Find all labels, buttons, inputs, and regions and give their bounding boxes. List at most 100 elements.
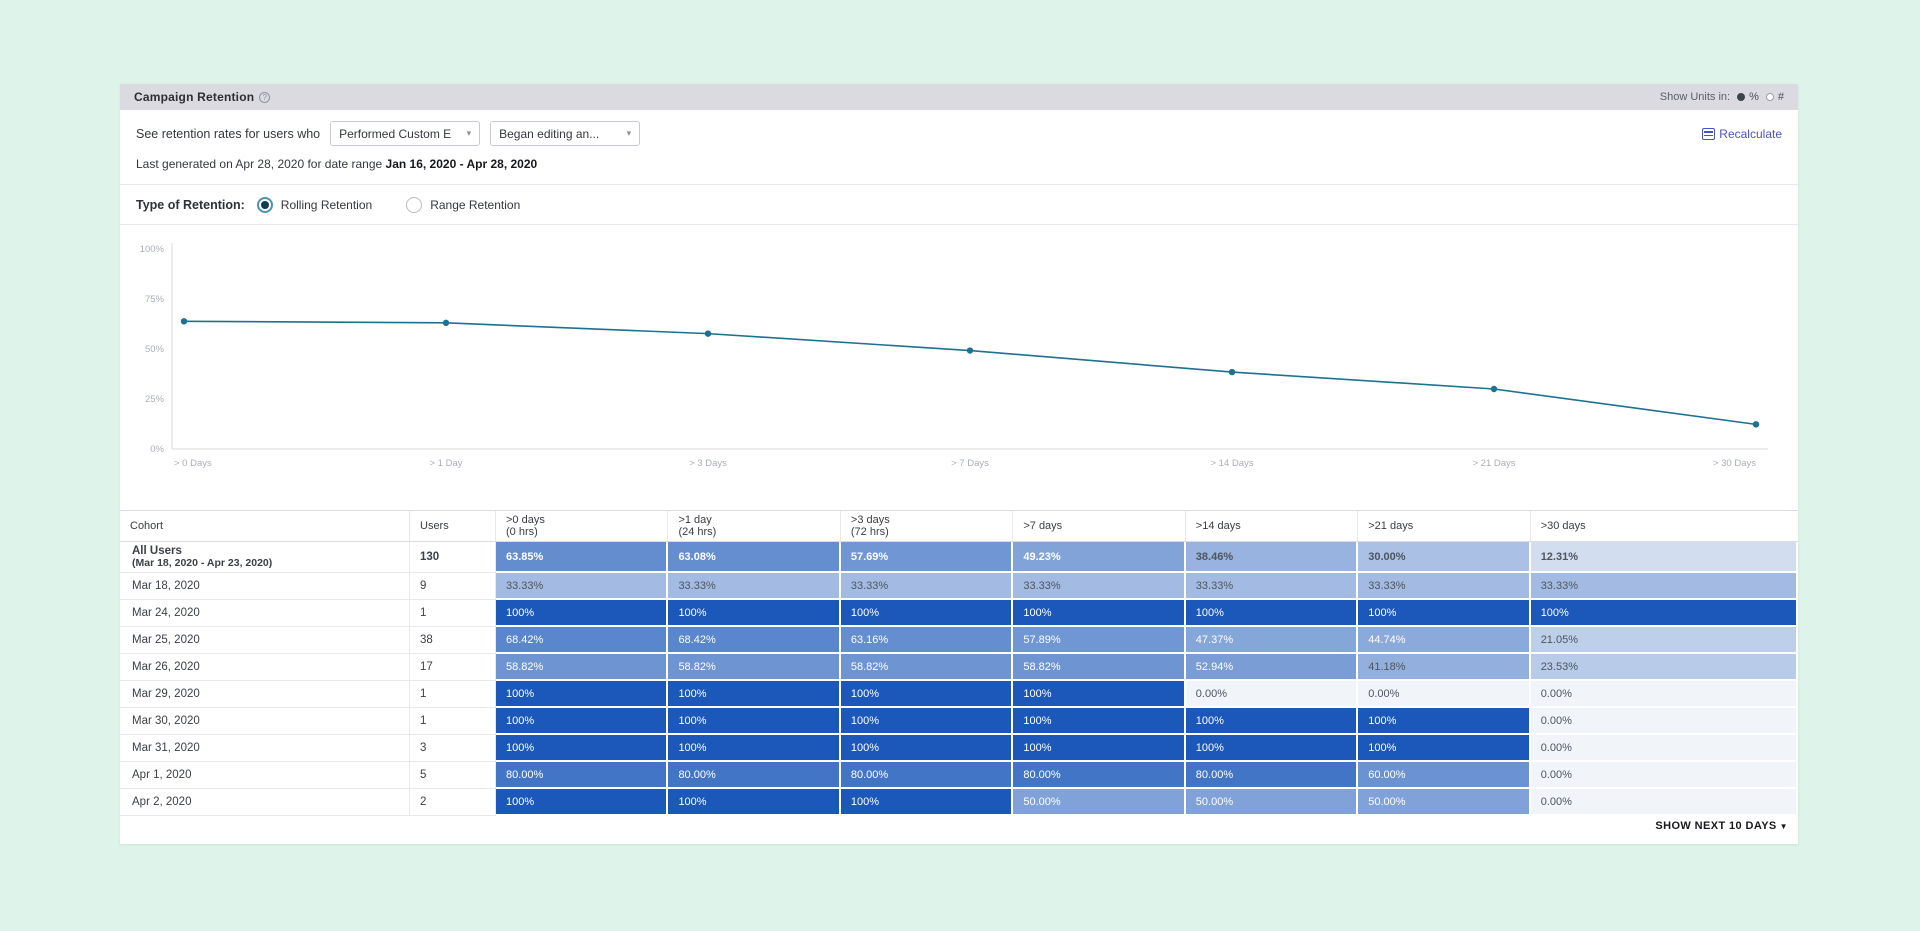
- y-axis-tick-label: 75%: [145, 294, 165, 305]
- users-cell: 38: [410, 627, 496, 654]
- retention-value-cell: 44.74%: [1358, 627, 1530, 654]
- event-detail-dropdown-value: Began editing an...: [499, 127, 599, 141]
- panel-title: Campaign Retention: [134, 90, 254, 104]
- x-axis-tick-label: > 7 Days: [951, 458, 989, 469]
- cohort-cell: Mar 29, 2020: [120, 681, 410, 708]
- retention-value-cell: 100%: [496, 708, 668, 735]
- retention-value-cell: 52.94%: [1186, 654, 1358, 681]
- retention-value-cell: 0.00%: [1531, 708, 1798, 735]
- retention-value-cell: 68.42%: [496, 627, 668, 654]
- unit-option-percent[interactable]: %: [1737, 91, 1759, 103]
- retention-value-cell: 21.05%: [1531, 627, 1798, 654]
- recalculate-label: Recalculate: [1719, 127, 1782, 141]
- data-point[interactable]: [181, 318, 187, 324]
- retention-value-cell: 100%: [668, 708, 840, 735]
- users-cell: 5: [410, 762, 496, 789]
- table-row: Apr 1, 2020580.00%80.00%80.00%80.00%80.0…: [120, 762, 1798, 789]
- retention-value-cell: 100%: [668, 735, 840, 762]
- show-next-label: SHOW NEXT 10 DAYS: [1655, 820, 1776, 832]
- retention-value-cell: 100%: [1013, 735, 1185, 762]
- x-axis-tick-label: > 30 Days: [1713, 458, 1756, 469]
- retention-value-cell: 100%: [668, 600, 840, 627]
- info-icon[interactable]: ?: [259, 92, 270, 103]
- retention-value-cell: 100%: [1186, 708, 1358, 735]
- event-detail-dropdown[interactable]: Began editing an... ▾: [490, 121, 640, 146]
- x-axis-tick-label: > 1 Day: [429, 458, 462, 469]
- retention-value-cell: 63.08%: [668, 542, 840, 573]
- unit-option-number[interactable]: #: [1766, 91, 1784, 103]
- column-header-3-days: >3 days(72 hrs): [841, 511, 1013, 541]
- retention-value-cell: 100%: [1358, 708, 1530, 735]
- data-point[interactable]: [705, 330, 711, 336]
- data-point[interactable]: [1753, 421, 1759, 427]
- column-header-14-days: >14 days: [1186, 511, 1358, 541]
- event-dropdown[interactable]: Performed Custom E ▾: [330, 121, 480, 146]
- column-header-cohort: Cohort: [120, 511, 410, 541]
- retention-value-cell: 100%: [1186, 600, 1358, 627]
- unit-percent-label: %: [1749, 91, 1759, 103]
- data-point[interactable]: [1229, 369, 1235, 375]
- retention-value-cell: 33.33%: [496, 573, 668, 600]
- retention-value-cell: 68.42%: [668, 627, 840, 654]
- recalculate-button[interactable]: Recalculate: [1702, 127, 1782, 141]
- retention-value-cell: 100%: [496, 681, 668, 708]
- retention-value-cell: 33.33%: [1186, 573, 1358, 600]
- chevron-down-icon: ▾: [467, 128, 472, 139]
- users-cell: 1: [410, 681, 496, 708]
- y-axis-tick-label: 0%: [150, 444, 164, 455]
- event-dropdown-value: Performed Custom E: [339, 127, 451, 141]
- cohort-cell: Mar 24, 2020: [120, 600, 410, 627]
- unit-number-label: #: [1778, 91, 1784, 103]
- table-row: Mar 25, 20203868.42%68.42%63.16%57.89%47…: [120, 627, 1798, 654]
- retention-value-cell: 100%: [841, 789, 1013, 816]
- retention-value-cell: 100%: [1531, 600, 1798, 627]
- rolling-retention-radio[interactable]: Rolling Retention: [257, 197, 372, 213]
- retention-value-cell: 50.00%: [1013, 789, 1185, 816]
- users-cell: 1: [410, 708, 496, 735]
- retention-value-cell: 63.85%: [496, 542, 668, 573]
- retention-value-cell: 60.00%: [1358, 762, 1530, 789]
- radio-icon[interactable]: [1766, 93, 1774, 101]
- x-axis-tick-label: > 21 Days: [1472, 458, 1515, 469]
- cohort-cell: Mar 25, 2020: [120, 627, 410, 654]
- table-header-row: CohortUsers>0 days(0 hrs)>1 day(24 hrs)>…: [120, 510, 1798, 542]
- y-axis-tick-label: 50%: [145, 344, 165, 355]
- users-cell: 2: [410, 789, 496, 816]
- show-next-10-days-button[interactable]: SHOW NEXT 10 DAYS▼: [1655, 820, 1788, 832]
- panel-titlebar: Campaign Retention ? Show Units in: % #: [120, 84, 1798, 110]
- retention-value-cell: 80.00%: [496, 762, 668, 789]
- retention-value-cell: 38.46%: [1186, 542, 1358, 573]
- retention-value-cell: 0.00%: [1358, 681, 1530, 708]
- range-retention-radio[interactable]: Range Retention: [406, 197, 520, 213]
- retention-line-chart: 0%25%50%75%100%> 0 Days> 1 Day> 3 Days> …: [120, 225, 1798, 506]
- retention-value-cell: 100%: [668, 681, 840, 708]
- filter-prefix-label: See retention rates for users who: [136, 127, 320, 141]
- retention-value-cell: 23.53%: [1531, 654, 1798, 681]
- users-cell: 1: [410, 600, 496, 627]
- column-header-21-days: >21 days: [1358, 511, 1530, 541]
- table-row: Mar 29, 20201100%100%100%100%0.00%0.00%0…: [120, 681, 1798, 708]
- y-axis-tick-label: 25%: [145, 394, 165, 405]
- cohort-cell: All Users(Mar 18, 2020 - Apr 23, 2020): [120, 542, 410, 573]
- retention-value-cell: 33.33%: [841, 573, 1013, 600]
- retention-value-cell: 100%: [1013, 681, 1185, 708]
- retention-value-cell: 0.00%: [1531, 789, 1798, 816]
- retention-value-cell: 41.18%: [1358, 654, 1530, 681]
- radio-icon[interactable]: [1737, 93, 1745, 101]
- retention-value-cell: 100%: [1358, 735, 1530, 762]
- range-retention-label: Range Retention: [430, 198, 520, 212]
- retention-value-cell: 30.00%: [1358, 542, 1530, 573]
- data-point[interactable]: [1491, 386, 1497, 392]
- radio-icon[interactable]: [257, 197, 273, 213]
- retention-value-cell: 57.89%: [1013, 627, 1185, 654]
- retention-value-cell: 0.00%: [1186, 681, 1358, 708]
- x-axis-tick-label: > 14 Days: [1210, 458, 1253, 469]
- data-point[interactable]: [443, 320, 449, 326]
- table-row: Mar 31, 20203100%100%100%100%100%100%0.0…: [120, 735, 1798, 762]
- radio-icon[interactable]: [406, 197, 422, 213]
- retention-value-cell: 50.00%: [1358, 789, 1530, 816]
- data-point[interactable]: [967, 347, 973, 353]
- retention-value-cell: 100%: [1013, 600, 1185, 627]
- retention-value-cell: 33.33%: [1013, 573, 1185, 600]
- retention-value-cell: 33.33%: [1358, 573, 1530, 600]
